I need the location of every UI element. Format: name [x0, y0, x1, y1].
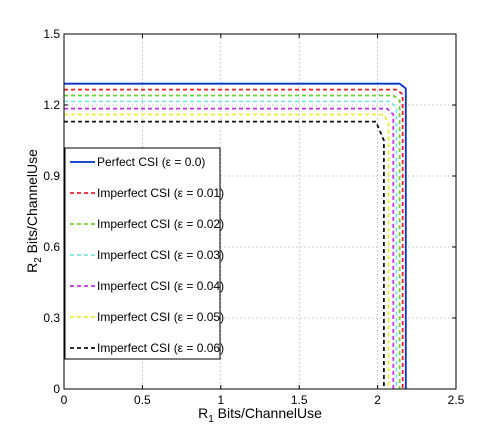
y-axis-label-sub: 2: [33, 257, 44, 263]
series-line-4: [64, 107, 395, 389]
y-tick-label: 0: [53, 382, 60, 396]
y-tick-label: 0.9: [43, 169, 60, 183]
x-tick-label: 1.5: [291, 393, 308, 407]
y-axis-label: R2 Bits/ChannelUse: [24, 149, 44, 273]
series-line-6: [64, 120, 385, 389]
legend-label-3: Imperfect CSI (ε = 0.03): [97, 248, 224, 262]
tick-labels: 0 0.5 1 1.5 2 2.5 0 0.3 0.6 0.9 1.2 1.5: [43, 27, 464, 407]
series-group: [64, 82, 407, 389]
x-axis-label-rest: Bits/ChannelUse: [214, 405, 322, 421]
y-tick-label: 1.5: [43, 27, 60, 41]
x-tick-label: 0: [61, 393, 68, 407]
y-axis-label-main: R: [24, 263, 40, 273]
y-axis-label-rest: Bits/ChannelUse: [24, 149, 40, 257]
x-tick-label: 2.5: [448, 393, 465, 407]
series-line-3: [64, 100, 398, 389]
x-tick-label: 1: [217, 393, 224, 407]
series-line-2: [64, 94, 401, 389]
legend-label-4: Imperfect CSI (ε = 0.04): [97, 279, 224, 293]
y-tick-label: 1.2: [43, 98, 60, 112]
series-line-1: [64, 88, 404, 389]
legend-label-2: Imperfect CSI (ε = 0.02): [97, 217, 224, 231]
y-tick-label: 0.3: [43, 311, 60, 325]
x-axis-label-sub: 1: [208, 414, 214, 425]
legend-label-0: Perfect CSI (ε = 0.0): [97, 155, 205, 169]
x-tick-label: 0.5: [134, 393, 151, 407]
legend-label-1: Imperfect CSI (ε = 0.01): [97, 186, 224, 200]
x-axis-label-main: R: [198, 405, 208, 421]
legend-label-5: Imperfect CSI (ε = 0.05): [97, 310, 224, 324]
series-line-5: [64, 113, 390, 389]
y-tick-label: 0.6: [43, 240, 60, 254]
legend-box: [64, 147, 221, 360]
series-line-0: [64, 82, 407, 389]
plot-frame: [63, 33, 457, 390]
x-tick-label: 2: [374, 393, 381, 407]
legend-label-6: Imperfect CSI (ε = 0.06): [97, 341, 224, 355]
legend: Perfect CSI (ε = 0.0) Imperfect CSI (ε = …: [64, 147, 224, 360]
x-axis-label: R1 Bits/ChannelUse: [198, 405, 322, 425]
